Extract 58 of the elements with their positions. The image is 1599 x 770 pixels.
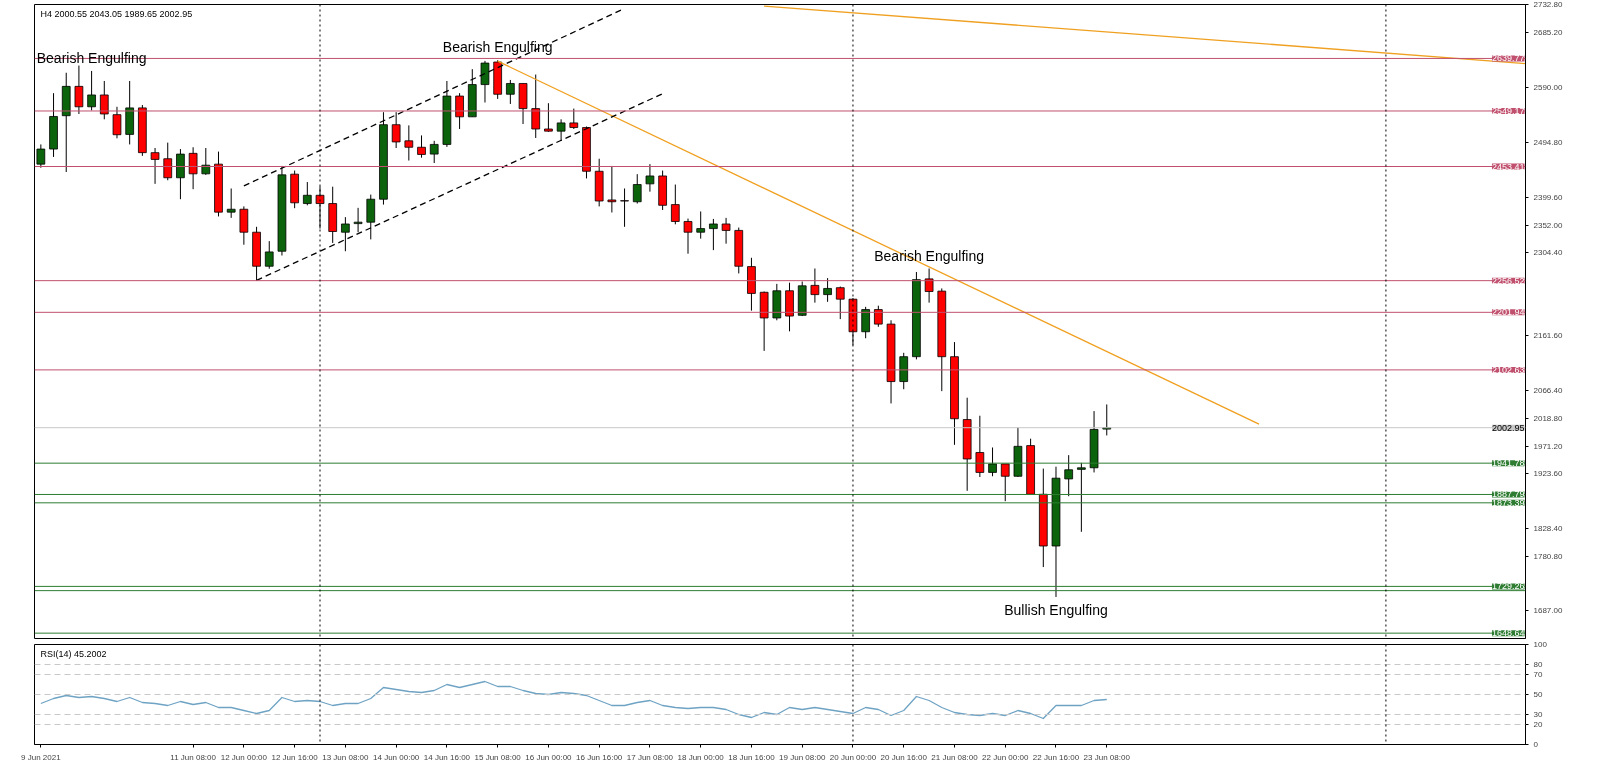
ref-line-label: 2102.63 (1491, 364, 1525, 375)
x-tick-label: 22 Jun 16:00 (1032, 752, 1080, 762)
y-tick-label: 2685.20 (1533, 27, 1563, 37)
x-tick-label: 12 Jun 16:00 (271, 752, 319, 762)
y-tick-label: 1971.20 (1533, 441, 1563, 451)
y-tick-label: 2494.80 (1533, 138, 1563, 147)
ref-line-label: 1887.79 (1491, 489, 1525, 500)
y-tick-label: 30 (1533, 710, 1543, 719)
ref-line-label: 2453.41 (1491, 161, 1525, 172)
y-tick-label: 1687.00 (1533, 606, 1563, 616)
x-tick-label: 12 Jun 00:00 (220, 752, 268, 762)
x-tick-label: 21 Jun 08:00 (931, 752, 979, 762)
annotation: Bearish Engulfing (442, 39, 553, 56)
x-tick-label: 14 Jun 16:00 (423, 752, 471, 762)
x-tick-label: 14 Jun 00:00 (373, 752, 420, 762)
y-tick-label: 0 (1533, 740, 1539, 749)
x-tick-label: 22 Jun 00:00 (982, 752, 1029, 762)
x-tick-label: 15 Jun 08:00 (474, 752, 522, 762)
x-tick-label: 16 Jun 00:00 (525, 752, 573, 762)
y-tick-label: 70 (1533, 670, 1543, 679)
annotation: Bullish Engulfing (1004, 601, 1108, 618)
y-tick-label: 20 (1533, 720, 1543, 729)
ref-line-label: 2002.95 (1491, 422, 1525, 433)
x-tick-label: 23 Jun 08:00 (1083, 752, 1131, 762)
chart-title: H4 2000.55 2043.05 1989.65 2002.95 (40, 8, 193, 19)
x-tick-label: 19 Jun 08:00 (779, 752, 826, 762)
ref-line-label: 1873.39 (1491, 497, 1525, 508)
ref-line-label: 2201.94 (1491, 307, 1525, 318)
x-tick-label: 9 Jun 2021 (21, 752, 62, 762)
x-tick-label: 18 Jun 16:00 (728, 752, 776, 762)
y-tick-label: 2732.80 (1533, 0, 1563, 9)
x-tick-label: 20 Jun 00:00 (829, 752, 877, 762)
y-tick-label: 2018.80 (1533, 414, 1563, 424)
ref-line-label: 1648.64 (1491, 628, 1525, 639)
ref-line-label: 1941.78 (1491, 458, 1525, 469)
y-tick-label: 2066.40 (1533, 386, 1563, 396)
x-tick-label: 16 Jun 16:00 (576, 752, 623, 762)
x-tick-label: 18 Jun 00:00 (677, 752, 725, 762)
chart-title: RSI(14) 45.2002 (40, 648, 107, 659)
x-tick-label: 20 Jun 16:00 (880, 752, 928, 762)
y-tick-label: 2590.00 (1533, 82, 1563, 92)
y-tick-label: 1923.60 (1533, 469, 1563, 479)
x-tick-label: 11 Jun 08:00 (170, 752, 217, 762)
ref-line-label: 2549.17 (1491, 105, 1525, 116)
x-tick-label: 17 Jun 08:00 (626, 752, 674, 762)
y-tick-label: 1780.80 (1533, 552, 1563, 562)
x-tick-label: 13 Jun 08:00 (322, 752, 370, 762)
ref-line-label: 2256.52 (1491, 275, 1525, 286)
ref-line-label: 2639.77 (1491, 53, 1525, 64)
y-tick-label: 2161.60 (1533, 331, 1563, 341)
y-tick-label: 100 (1533, 640, 1548, 649)
y-tick-label: 80 (1533, 660, 1543, 669)
y-tick-label: 2352.00 (1533, 220, 1563, 230)
y-tick-label: 50 (1533, 690, 1543, 699)
ref-line-label: 1729.26 (1491, 581, 1525, 592)
y-tick-label: 2399.60 (1533, 193, 1563, 203)
y-tick-label: 2304.40 (1533, 248, 1563, 258)
y-tick-label: 1828.40 (1533, 524, 1563, 534)
